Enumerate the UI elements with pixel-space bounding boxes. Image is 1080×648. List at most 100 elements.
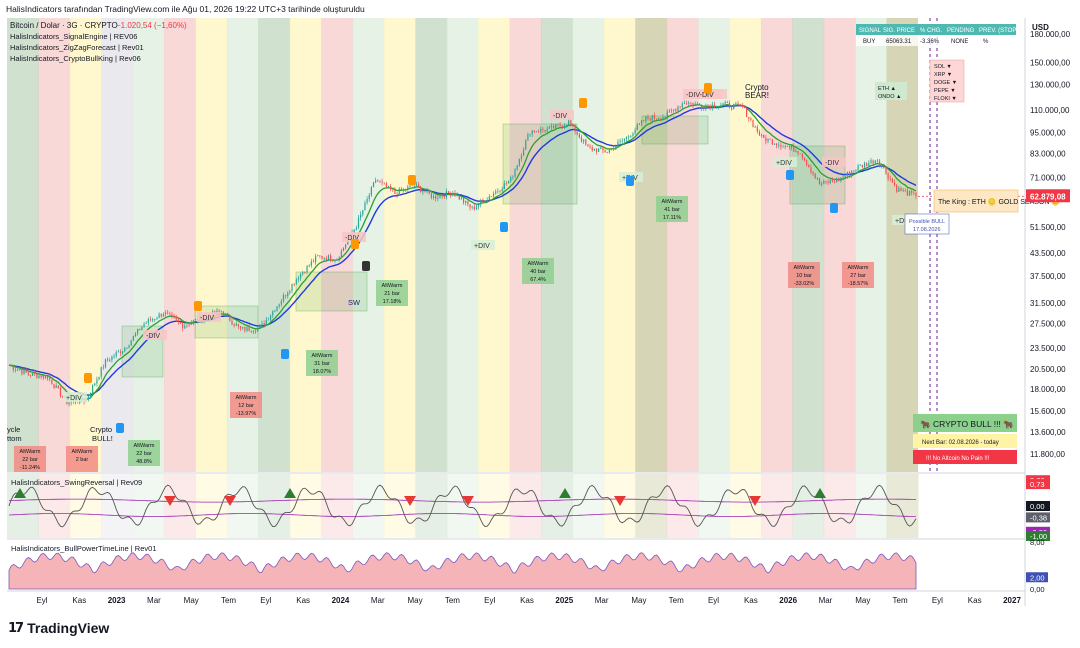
candle xyxy=(743,106,746,109)
candle xyxy=(302,272,304,274)
candle xyxy=(748,117,750,119)
candle xyxy=(696,103,698,105)
season-band xyxy=(195,18,228,472)
legend-indicator-3[interactable]: HalisIndicators_CryptoBullKing | Rev06 xyxy=(10,54,141,63)
candle xyxy=(685,103,688,104)
altwarm-text: AltWarm xyxy=(848,265,869,271)
signal-marker xyxy=(116,423,124,433)
candle xyxy=(694,103,696,106)
candle xyxy=(604,150,606,153)
candle xyxy=(134,333,137,337)
candle xyxy=(497,190,499,192)
candle xyxy=(40,375,42,378)
candle xyxy=(600,147,602,149)
time-axis-label: 2023 xyxy=(108,596,126,605)
panel1-triangle xyxy=(559,488,571,498)
candle xyxy=(784,146,786,147)
candle xyxy=(122,351,124,354)
crypto-bear-label: BEAR! xyxy=(745,91,769,100)
candle xyxy=(149,319,152,321)
candle xyxy=(325,258,327,261)
candle xyxy=(360,214,362,218)
candle xyxy=(235,324,237,326)
candle xyxy=(737,103,739,105)
alt-list-box: SOL ▼ XRP ▼ DOGE ▼ PEPE ▼ FLOKI ▼ xyxy=(929,59,965,103)
candle xyxy=(722,103,724,106)
season-band xyxy=(415,18,448,472)
panel1-axis-badge xyxy=(1026,501,1050,511)
candle xyxy=(677,106,679,111)
time-axis-label: May xyxy=(408,596,423,605)
candle xyxy=(295,279,297,285)
candle xyxy=(306,265,308,273)
last-price-badge xyxy=(1026,189,1070,203)
candle xyxy=(139,328,141,331)
candle xyxy=(902,190,904,191)
candle xyxy=(778,144,780,146)
candle xyxy=(709,105,711,109)
panel1-band xyxy=(226,474,259,538)
candle xyxy=(130,340,132,346)
season-band xyxy=(69,18,102,472)
candle xyxy=(21,370,23,374)
candle xyxy=(111,356,113,361)
candle xyxy=(718,106,720,108)
tradingview-logo[interactable]: 𝟭𝟳 TradingView xyxy=(8,620,109,636)
candle xyxy=(542,128,544,131)
time-axis-label: Tem xyxy=(221,596,236,605)
time-axis-label: May xyxy=(631,596,646,605)
swing-reversal-panel[interactable]: HalisIndicators_SwingReversal | Rev09 0,… xyxy=(7,472,1050,541)
panel1-axis: 0,860,730,00-0,38-0,86-1,00 xyxy=(1026,475,1050,541)
panel1-band xyxy=(478,474,511,538)
altwarm-box xyxy=(128,440,160,466)
candle xyxy=(342,247,345,251)
altwarm-text: -13.97% xyxy=(236,411,257,417)
candle xyxy=(291,284,293,291)
legend-indicator-1[interactable]: HalisIndicators_SignalEngine | REV06 xyxy=(10,32,137,41)
candle xyxy=(495,191,497,194)
candle xyxy=(428,190,430,194)
time-axis-label: Tem xyxy=(893,596,908,605)
legend-indicator-2[interactable]: HalisIndicators_ZigZagForecast | Rev01 xyxy=(10,43,144,52)
candle xyxy=(660,118,662,120)
candle xyxy=(278,304,280,307)
candle xyxy=(372,182,375,188)
candle xyxy=(435,196,437,199)
price-axis[interactable]: USD 180.000,00 150.000,00 130.000,00 110.00… xyxy=(1026,23,1071,459)
bull-power-panel[interactable]: HalisIndicators_BullPowerTimeLine | Rev0… xyxy=(7,538,1048,594)
candle xyxy=(113,356,115,357)
season-band xyxy=(823,18,856,472)
altwarm-box xyxy=(230,392,262,418)
candle xyxy=(312,261,315,263)
candle xyxy=(520,155,523,159)
panel2-area xyxy=(8,552,917,590)
time-axis[interactable]: Eyl Kas 2023 Mar May Tem Eyl Kas 2024 Mar May Tem Ey… xyxy=(36,596,1021,605)
candle xyxy=(274,311,276,312)
candle xyxy=(589,146,591,148)
candle xyxy=(77,402,79,404)
time-axis-label: 2025 xyxy=(555,596,573,605)
candle xyxy=(746,108,748,118)
candle xyxy=(272,311,274,316)
time-axis-label: Eyl xyxy=(36,596,47,605)
candle xyxy=(505,183,508,185)
div-tag-bg xyxy=(197,312,221,322)
bull-power-line xyxy=(8,552,917,590)
range-box xyxy=(789,145,846,205)
possible-bull-box: Possible BULL 17.08.2026 xyxy=(904,213,950,235)
altwarm-text: 18.07% xyxy=(313,369,332,375)
main-pane[interactable]: -DIV+DIV-DIV-DIV-DIV+DIV-DIV+DIV-DIV-DIV… xyxy=(7,18,1060,472)
time-axis-label: Mar xyxy=(371,596,385,605)
panel1-band xyxy=(855,474,888,538)
time-axis-label: Tem xyxy=(669,596,684,605)
candle xyxy=(739,104,741,106)
candle xyxy=(254,331,257,333)
candle xyxy=(304,272,306,273)
panel1-triangle xyxy=(462,496,474,506)
candle xyxy=(578,134,580,138)
season-band xyxy=(666,18,699,472)
season-band xyxy=(101,18,134,472)
altwarm-box xyxy=(306,350,338,376)
candle xyxy=(430,193,433,199)
